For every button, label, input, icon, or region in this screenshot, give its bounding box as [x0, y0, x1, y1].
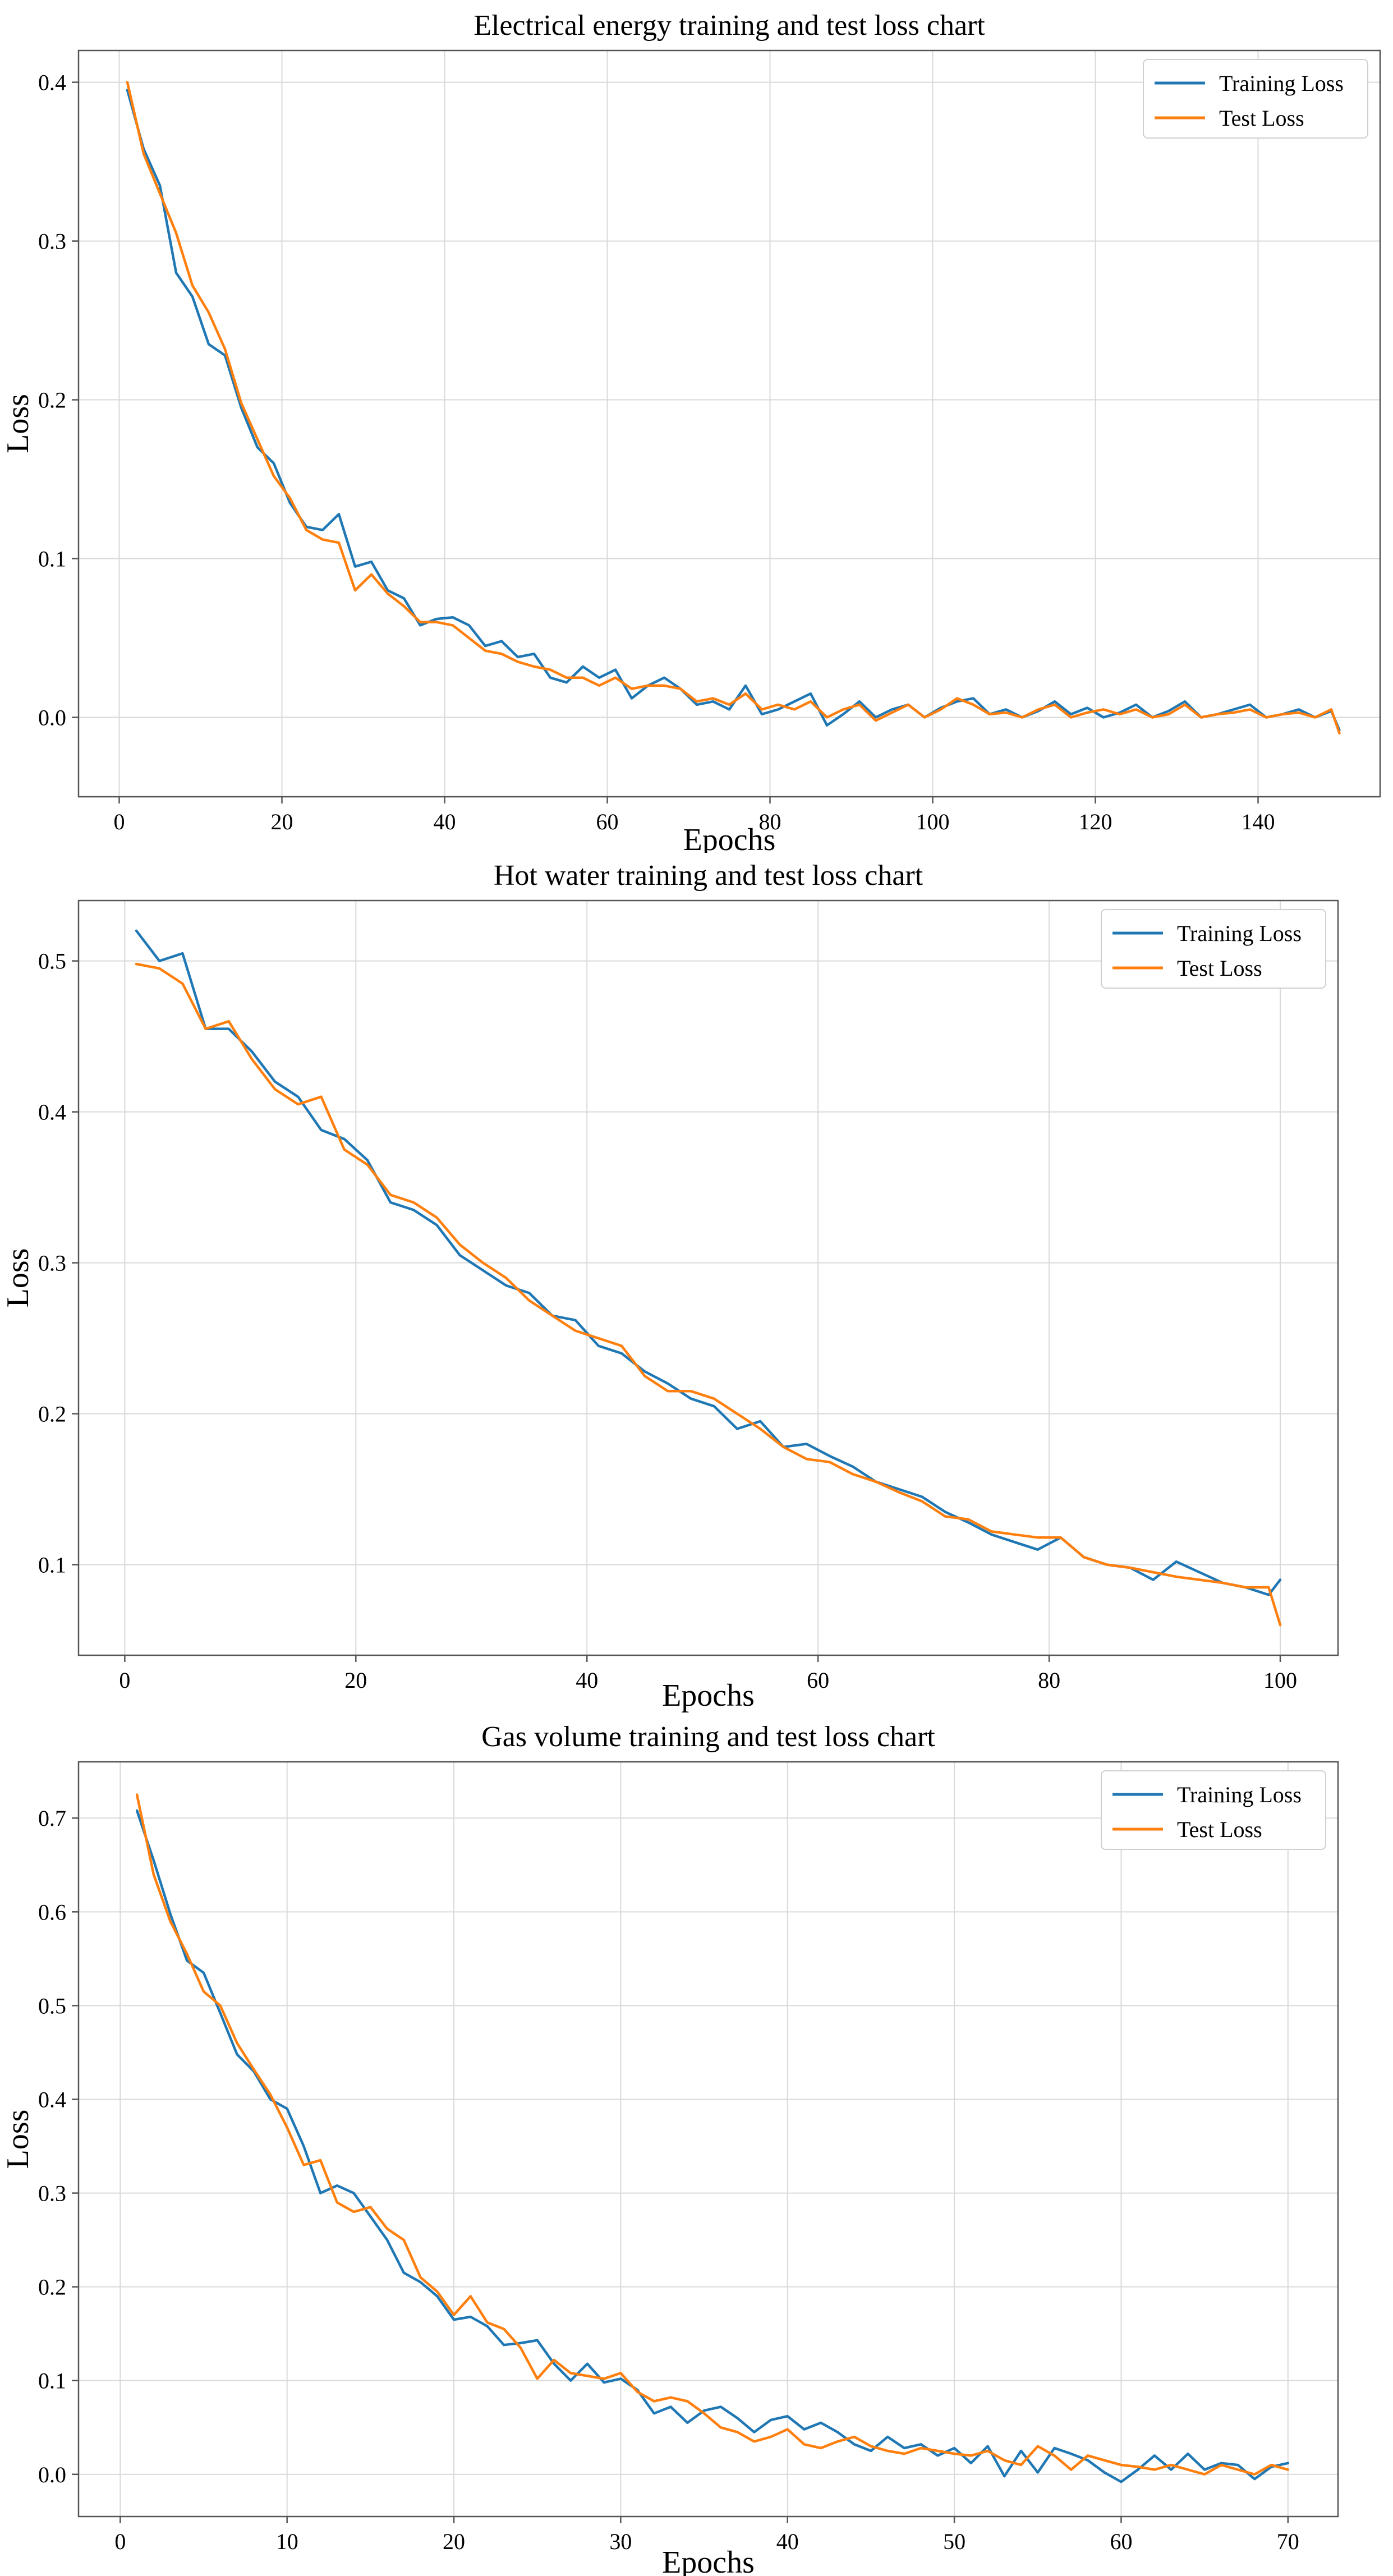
x-tick-label: 50: [943, 2529, 966, 2554]
plot-frame: [77, 899, 1339, 1656]
x-tick-label: 40: [776, 2529, 799, 2554]
x-tick-label: 0: [114, 809, 125, 834]
x-tick-label: 0: [119, 1668, 130, 1693]
chart-svg-gas-volume: 0 10 20 30 40 50 60 70 0.0 0.1 0.2 0.3 0.4 0.5 0.6 0.7 G…: [1, 1721, 1339, 2576]
x-tick-label: 80: [759, 809, 781, 834]
y-tick-label: 0.4: [38, 1100, 66, 1125]
x-tick-label: 60: [1110, 2529, 1132, 2554]
legend: Training Loss Test Loss: [1101, 909, 1326, 989]
x-tick-label: 60: [807, 1668, 829, 1693]
chart-title: Gas volume training and test loss chart: [481, 1721, 935, 1753]
y-tick-label: 0.0: [38, 2462, 66, 2487]
training-loss-line: [126, 89, 1341, 732]
legend-label: Test Loss: [1177, 1817, 1262, 1842]
chart-panel-electrical: 0 20 40 60 80 100 120 140 0.0 0.1 0.2 0.3 0.4 Electri…: [0, 0, 1393, 853]
y-tick-label: 0.3: [38, 2181, 66, 2206]
y-axis-label: Loss: [1, 1248, 35, 1308]
legend: Training Loss Test Loss: [1143, 59, 1368, 139]
training-loss-line: [135, 1809, 1290, 2483]
y-tick-label: 0.2: [38, 388, 66, 413]
x-tick-label: 40: [576, 1668, 598, 1693]
y-tick-label: 0.7: [38, 1806, 66, 1831]
legend-label: Test Loss: [1219, 105, 1304, 131]
y-tick-label: 0.1: [38, 2368, 66, 2394]
y-tick-label: 0.5: [38, 949, 66, 974]
grid: [79, 901, 1338, 1655]
chart-panel-gas-volume: 0 10 20 30 40 50 60 70 0.0 0.1 0.2 0.3 0.4 0.5 0.6 0.7 G…: [0, 1717, 1393, 2576]
x-tick-label: 10: [276, 2529, 298, 2554]
test-loss-line: [135, 1793, 1290, 2476]
x-tick-label: 60: [596, 809, 619, 834]
y-axis-label: Loss: [1, 2110, 35, 2169]
grid: [79, 50, 1380, 797]
chart-panel-hot-water: 0 20 40 60 80 100 0.1 0.2 0.3 0.4 0.5 Hot water tra…: [0, 856, 1393, 1714]
chart-svg-hot-water: 0 20 40 60 80 100 0.1 0.2 0.3 0.4 0.5 Hot water tra…: [1, 860, 1339, 1713]
x-tick-label: 120: [1079, 809, 1112, 834]
x-tick-label: 20: [344, 1668, 367, 1693]
chart-title: Electrical energy training and test loss…: [473, 10, 985, 42]
x-tick-label: 80: [1038, 1668, 1060, 1693]
y-tick-label: 0.3: [38, 229, 66, 254]
legend-label: Training Loss: [1177, 1782, 1302, 1807]
test-loss-line: [135, 962, 1282, 1627]
chart-svg-electrical: 0 20 40 60 80 100 120 140 0.0 0.1 0.2 0.3 0.4 Electri…: [1, 10, 1381, 853]
y-tick-label: 0.2: [38, 1402, 66, 1427]
x-tick-label: 20: [443, 2529, 465, 2554]
y-tick-label: 0.6: [38, 1899, 66, 1925]
legend-label: Training Loss: [1219, 71, 1344, 96]
y-axis-label: Loss: [1, 394, 35, 453]
plot-frame: [77, 49, 1381, 798]
y-tick-label: 0.2: [38, 2275, 66, 2300]
plot-frame: [77, 1761, 1339, 2518]
grid: [79, 1762, 1338, 2517]
x-tick-label: 30: [609, 2529, 632, 2554]
legend: Training Loss Test Loss: [1101, 1770, 1326, 1850]
x-tick-label: 0: [114, 2529, 126, 2554]
legend-label: Test Loss: [1177, 956, 1262, 981]
x-tick-label: 20: [271, 809, 293, 834]
x-tick-label: 40: [434, 809, 456, 834]
y-tick-label: 0.4: [38, 2087, 66, 2112]
y-tick-label: 0.1: [38, 547, 66, 572]
y-tick-label: 0.1: [38, 1553, 66, 1578]
y-tick-label: 0.3: [38, 1251, 66, 1276]
x-tick-label: 140: [1242, 809, 1275, 834]
y-tick-label: 0.0: [38, 705, 66, 731]
test-loss-line: [126, 81, 1341, 735]
x-tick-label: 100: [1263, 1668, 1297, 1693]
x-axis-label: Epochs: [662, 1678, 755, 1713]
legend-label: Training Loss: [1177, 921, 1302, 946]
y-tick-label: 0.4: [38, 70, 66, 95]
y-tick-label: 0.5: [38, 1993, 66, 2018]
x-axis-label: Epochs: [662, 2545, 755, 2576]
x-tick-label: 70: [1277, 2529, 1299, 2554]
chart-title: Hot water training and test loss chart: [494, 860, 923, 892]
x-tick-label: 100: [916, 809, 950, 834]
x-axis-label: Epochs: [683, 823, 776, 853]
